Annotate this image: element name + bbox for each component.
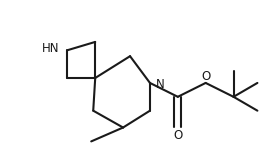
Text: O: O xyxy=(201,69,210,83)
Text: N: N xyxy=(156,78,165,91)
Text: HN: HN xyxy=(42,42,59,55)
Text: O: O xyxy=(173,129,182,142)
